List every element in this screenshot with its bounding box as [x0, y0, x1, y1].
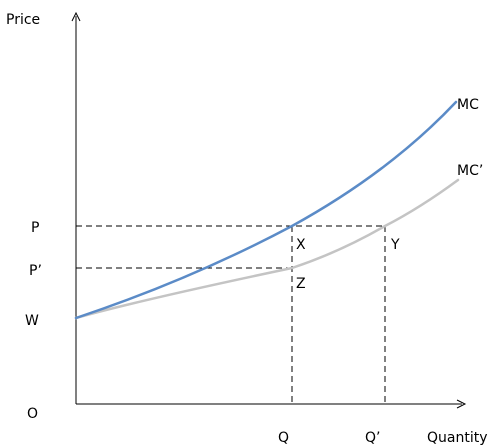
- point-label-y: Y: [390, 237, 400, 253]
- x-axis-arrow: [456, 399, 467, 409]
- mc-prime-curve: [74, 178, 460, 320]
- price-label-p-prime: P’: [29, 263, 42, 279]
- point-label-x: X: [296, 237, 306, 253]
- guide-lines: [76, 225, 386, 404]
- mc-curve-label: MC: [457, 97, 479, 113]
- price-label-w: W: [25, 313, 39, 329]
- origin-label: O: [27, 406, 38, 422]
- y-axis-label: Price: [6, 12, 40, 28]
- y-axis-arrow: [71, 11, 81, 22]
- x-axis-label: Quantity: [427, 430, 488, 446]
- point-label-z: Z: [296, 276, 306, 292]
- mc-curve: [74, 100, 458, 320]
- price-label-p: P: [31, 220, 39, 236]
- quantity-label-q-prime: Q’: [365, 430, 380, 446]
- mc-prime-curve-label: MC’: [457, 163, 483, 179]
- quantity-label-q: Q: [278, 430, 289, 446]
